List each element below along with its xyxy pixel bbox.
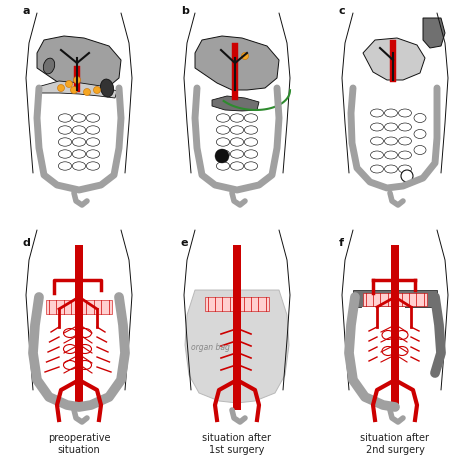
Circle shape xyxy=(65,81,73,88)
Polygon shape xyxy=(212,96,259,111)
Text: a: a xyxy=(23,6,30,16)
Bar xyxy=(46,300,112,314)
Polygon shape xyxy=(353,290,437,307)
Circle shape xyxy=(83,89,91,95)
Text: situation after
2nd surgery: situation after 2nd surgery xyxy=(361,433,429,455)
Polygon shape xyxy=(37,36,121,90)
Bar xyxy=(232,43,238,100)
Bar xyxy=(233,245,241,410)
Text: d: d xyxy=(23,238,31,248)
Polygon shape xyxy=(41,81,117,98)
Circle shape xyxy=(241,53,248,59)
Ellipse shape xyxy=(43,58,55,74)
Bar xyxy=(74,66,80,92)
Polygon shape xyxy=(423,18,445,48)
Bar xyxy=(363,293,427,306)
Text: situation after
1st surgery: situation after 1st surgery xyxy=(202,433,272,455)
Circle shape xyxy=(93,87,100,94)
Polygon shape xyxy=(195,36,279,90)
Circle shape xyxy=(401,170,413,182)
Polygon shape xyxy=(185,290,289,403)
Polygon shape xyxy=(41,300,117,398)
Circle shape xyxy=(73,77,81,83)
Text: e: e xyxy=(181,238,189,248)
Text: c: c xyxy=(339,6,346,16)
Circle shape xyxy=(215,149,229,163)
Bar xyxy=(205,297,269,311)
Text: preoperative
situation: preoperative situation xyxy=(48,433,110,455)
Bar xyxy=(391,245,399,410)
Circle shape xyxy=(57,84,64,91)
Bar xyxy=(390,40,396,82)
Text: f: f xyxy=(339,238,344,248)
Text: organ bag: organ bag xyxy=(191,343,230,352)
Polygon shape xyxy=(358,307,407,398)
Circle shape xyxy=(71,87,78,94)
Ellipse shape xyxy=(100,79,114,97)
Text: b: b xyxy=(181,6,189,16)
Polygon shape xyxy=(363,38,425,80)
Bar xyxy=(75,245,83,410)
